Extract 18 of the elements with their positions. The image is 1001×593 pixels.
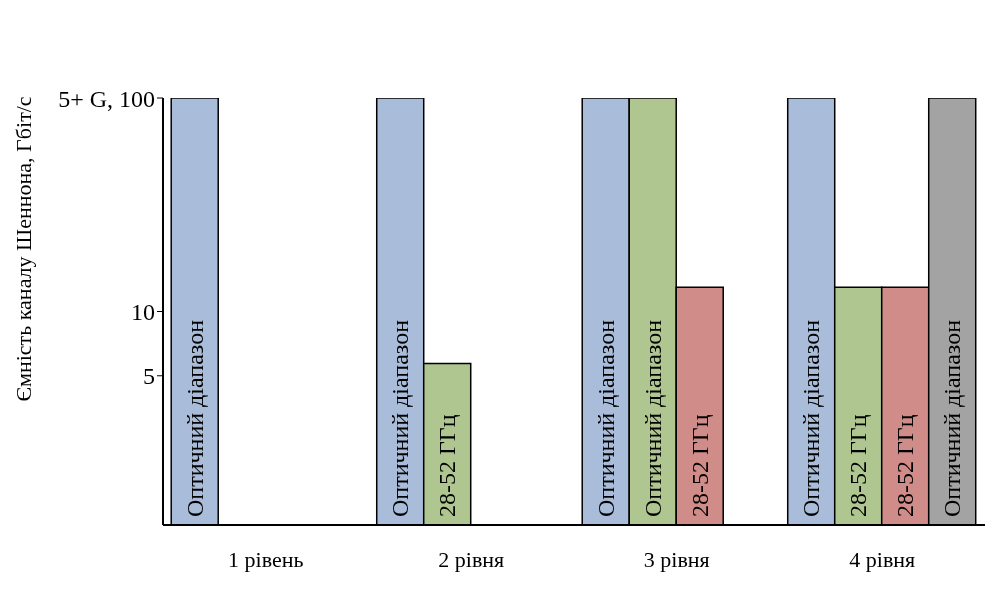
y-tick-label: 5 bbox=[143, 363, 155, 390]
x-tick-label: 1 рівень bbox=[228, 546, 304, 572]
data-label: 28-52 ГГц bbox=[686, 414, 713, 517]
data-label: Оптичний діапазон bbox=[181, 319, 208, 517]
x-tick-label: 3 рівня bbox=[643, 546, 710, 572]
data-label: Оптичний діапазон bbox=[639, 319, 666, 517]
data-label: Оптичний діапазон bbox=[939, 319, 966, 517]
data-label: 28-52 ГГц bbox=[845, 414, 872, 517]
y-axis-title: Ємність каналу Шеннона, Гбіт/с bbox=[10, 96, 36, 402]
y-tick-label: 5+ G, 100 bbox=[58, 85, 155, 112]
x-tick-label: 4 рівня bbox=[849, 546, 916, 572]
data-label: Оптичний діапазон bbox=[592, 319, 619, 517]
x-tick-label: 2 рівня bbox=[438, 546, 505, 572]
data-label: Оптичний діапазон bbox=[387, 319, 414, 517]
data-label: 28-52 ГГц bbox=[434, 414, 461, 517]
data-label: Оптичний діапазон bbox=[798, 319, 825, 517]
data-label: 28-52 ГГц bbox=[892, 414, 919, 517]
y-tick-label: 10 bbox=[131, 299, 155, 326]
